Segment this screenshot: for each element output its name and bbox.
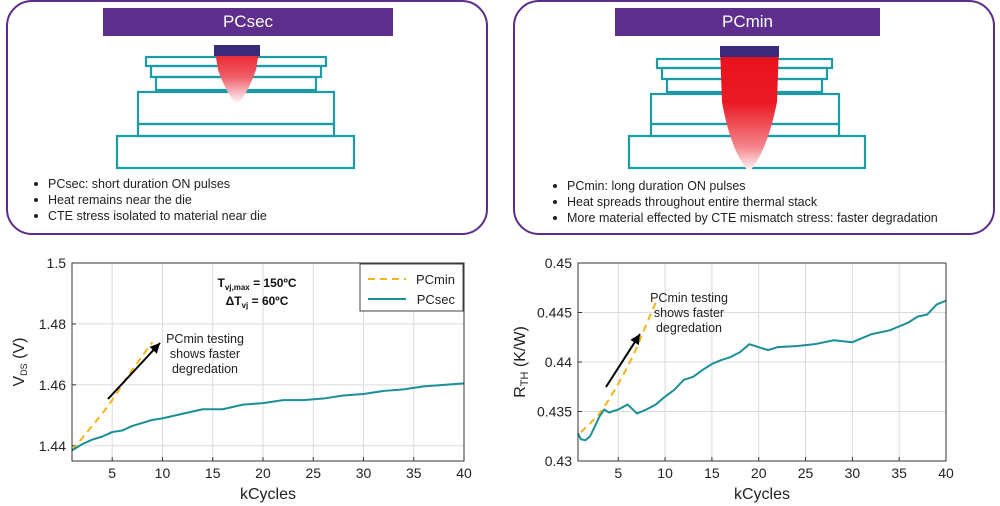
annotation-text: degredation — [172, 362, 238, 376]
series-line-pcmin — [580, 302, 657, 434]
pcmin-thermal-stack-diagram — [627, 46, 867, 172]
plot-border — [71, 262, 465, 462]
x-tick-label: 15 — [704, 465, 720, 481]
pcsec-bullet-list: PCsec: short duration ON pulses Heat rem… — [34, 176, 267, 224]
series-line-pcmin — [71, 341, 154, 451]
x-tick-label: 15 — [205, 465, 221, 481]
x-tick-label: 30 — [356, 465, 372, 481]
pcsec-panel: PCsec PCsec: short duration ON pulses He… — [6, 0, 488, 235]
annotation-text: shows faster — [654, 306, 724, 320]
legend-box — [359, 263, 464, 312]
pcsec-heat-zone — [214, 45, 260, 104]
x-tick-label: 25 — [798, 465, 814, 481]
y-tick-label: 0.43 — [545, 453, 572, 469]
y-tick-label: 1.5 — [47, 255, 67, 271]
x-axis-label: kCycles — [734, 486, 790, 503]
pcsec-die — [214, 45, 260, 56]
legend-label: PCsec — [417, 292, 456, 307]
list-item: PCsec: short duration ON pulses — [34, 176, 267, 192]
annotation-text: shows faster — [170, 347, 240, 361]
x-tick-label: 10 — [155, 465, 171, 481]
x-tick-label: 20 — [751, 465, 767, 481]
annotation-arrow-head — [630, 334, 640, 346]
test-condition-label: ΔTvj = 60ºC — [226, 294, 289, 310]
x-tick-label: 20 — [255, 465, 271, 481]
list-item: Heat remains near the die — [34, 192, 267, 208]
pcmin-header: PCmin — [615, 8, 880, 36]
pcmin-panel: PCmin PCmin: long duration ON pulses Hea… — [513, 0, 995, 235]
list-item: CTE stress isolated to material near die — [34, 208, 267, 224]
x-tick-label: 35 — [891, 465, 907, 481]
list-item: More material effected by CTE mismatch s… — [553, 210, 938, 226]
y-tick-label: 0.44 — [545, 354, 572, 370]
series-line-pcsec — [577, 299, 947, 442]
pcmin-die — [720, 46, 779, 57]
pcsec-thermal-stack-diagram — [115, 45, 356, 170]
y-tick-label: 1.46 — [39, 377, 66, 393]
x-tick-label: 10 — [657, 465, 673, 481]
y-tick-label: 0.435 — [537, 404, 572, 420]
annotation-text: degredation — [656, 321, 722, 335]
x-tick-label: 5 — [108, 465, 116, 481]
annotation-text: PCmin testing — [166, 332, 244, 346]
y-axis-label: RTH (K/W) — [512, 326, 531, 398]
x-tick-label: 30 — [845, 465, 861, 481]
x-tick-label: 35 — [406, 465, 422, 481]
test-condition-label: Tvj,max = 150ºC — [218, 276, 297, 292]
plot-border — [577, 262, 947, 462]
annotation-arrow-head — [149, 343, 160, 354]
legend-label: PCmin — [416, 272, 455, 287]
pcmin-heat-zone — [720, 46, 779, 172]
annotation-arrow-shaft — [107, 342, 161, 400]
list-item: PCmin: long duration ON pulses — [553, 178, 938, 194]
annotation-arrow-shaft — [605, 333, 641, 388]
x-axis-label: kCycles — [240, 486, 296, 503]
pcsec-header: PCsec — [103, 8, 393, 36]
y-tick-label: 0.445 — [537, 305, 572, 321]
y-tick-label: 0.45 — [545, 255, 572, 271]
y-axis-label: VDS (V) — [11, 338, 29, 387]
pcmin-bullet-list: PCmin: long duration ON pulses Heat spre… — [553, 178, 938, 226]
x-tick-label: 5 — [614, 465, 622, 481]
list-item: Heat spreads throughout entire thermal s… — [553, 194, 938, 210]
x-tick-label: 40 — [938, 465, 954, 481]
y-tick-label: 1.44 — [39, 438, 66, 454]
x-tick-label: 40 — [456, 465, 472, 481]
y-tick-label: 1.48 — [39, 316, 66, 332]
annotation-text: PCmin testing — [650, 291, 728, 305]
x-tick-label: 25 — [305, 465, 321, 481]
series-line-pcsec — [71, 382, 465, 452]
